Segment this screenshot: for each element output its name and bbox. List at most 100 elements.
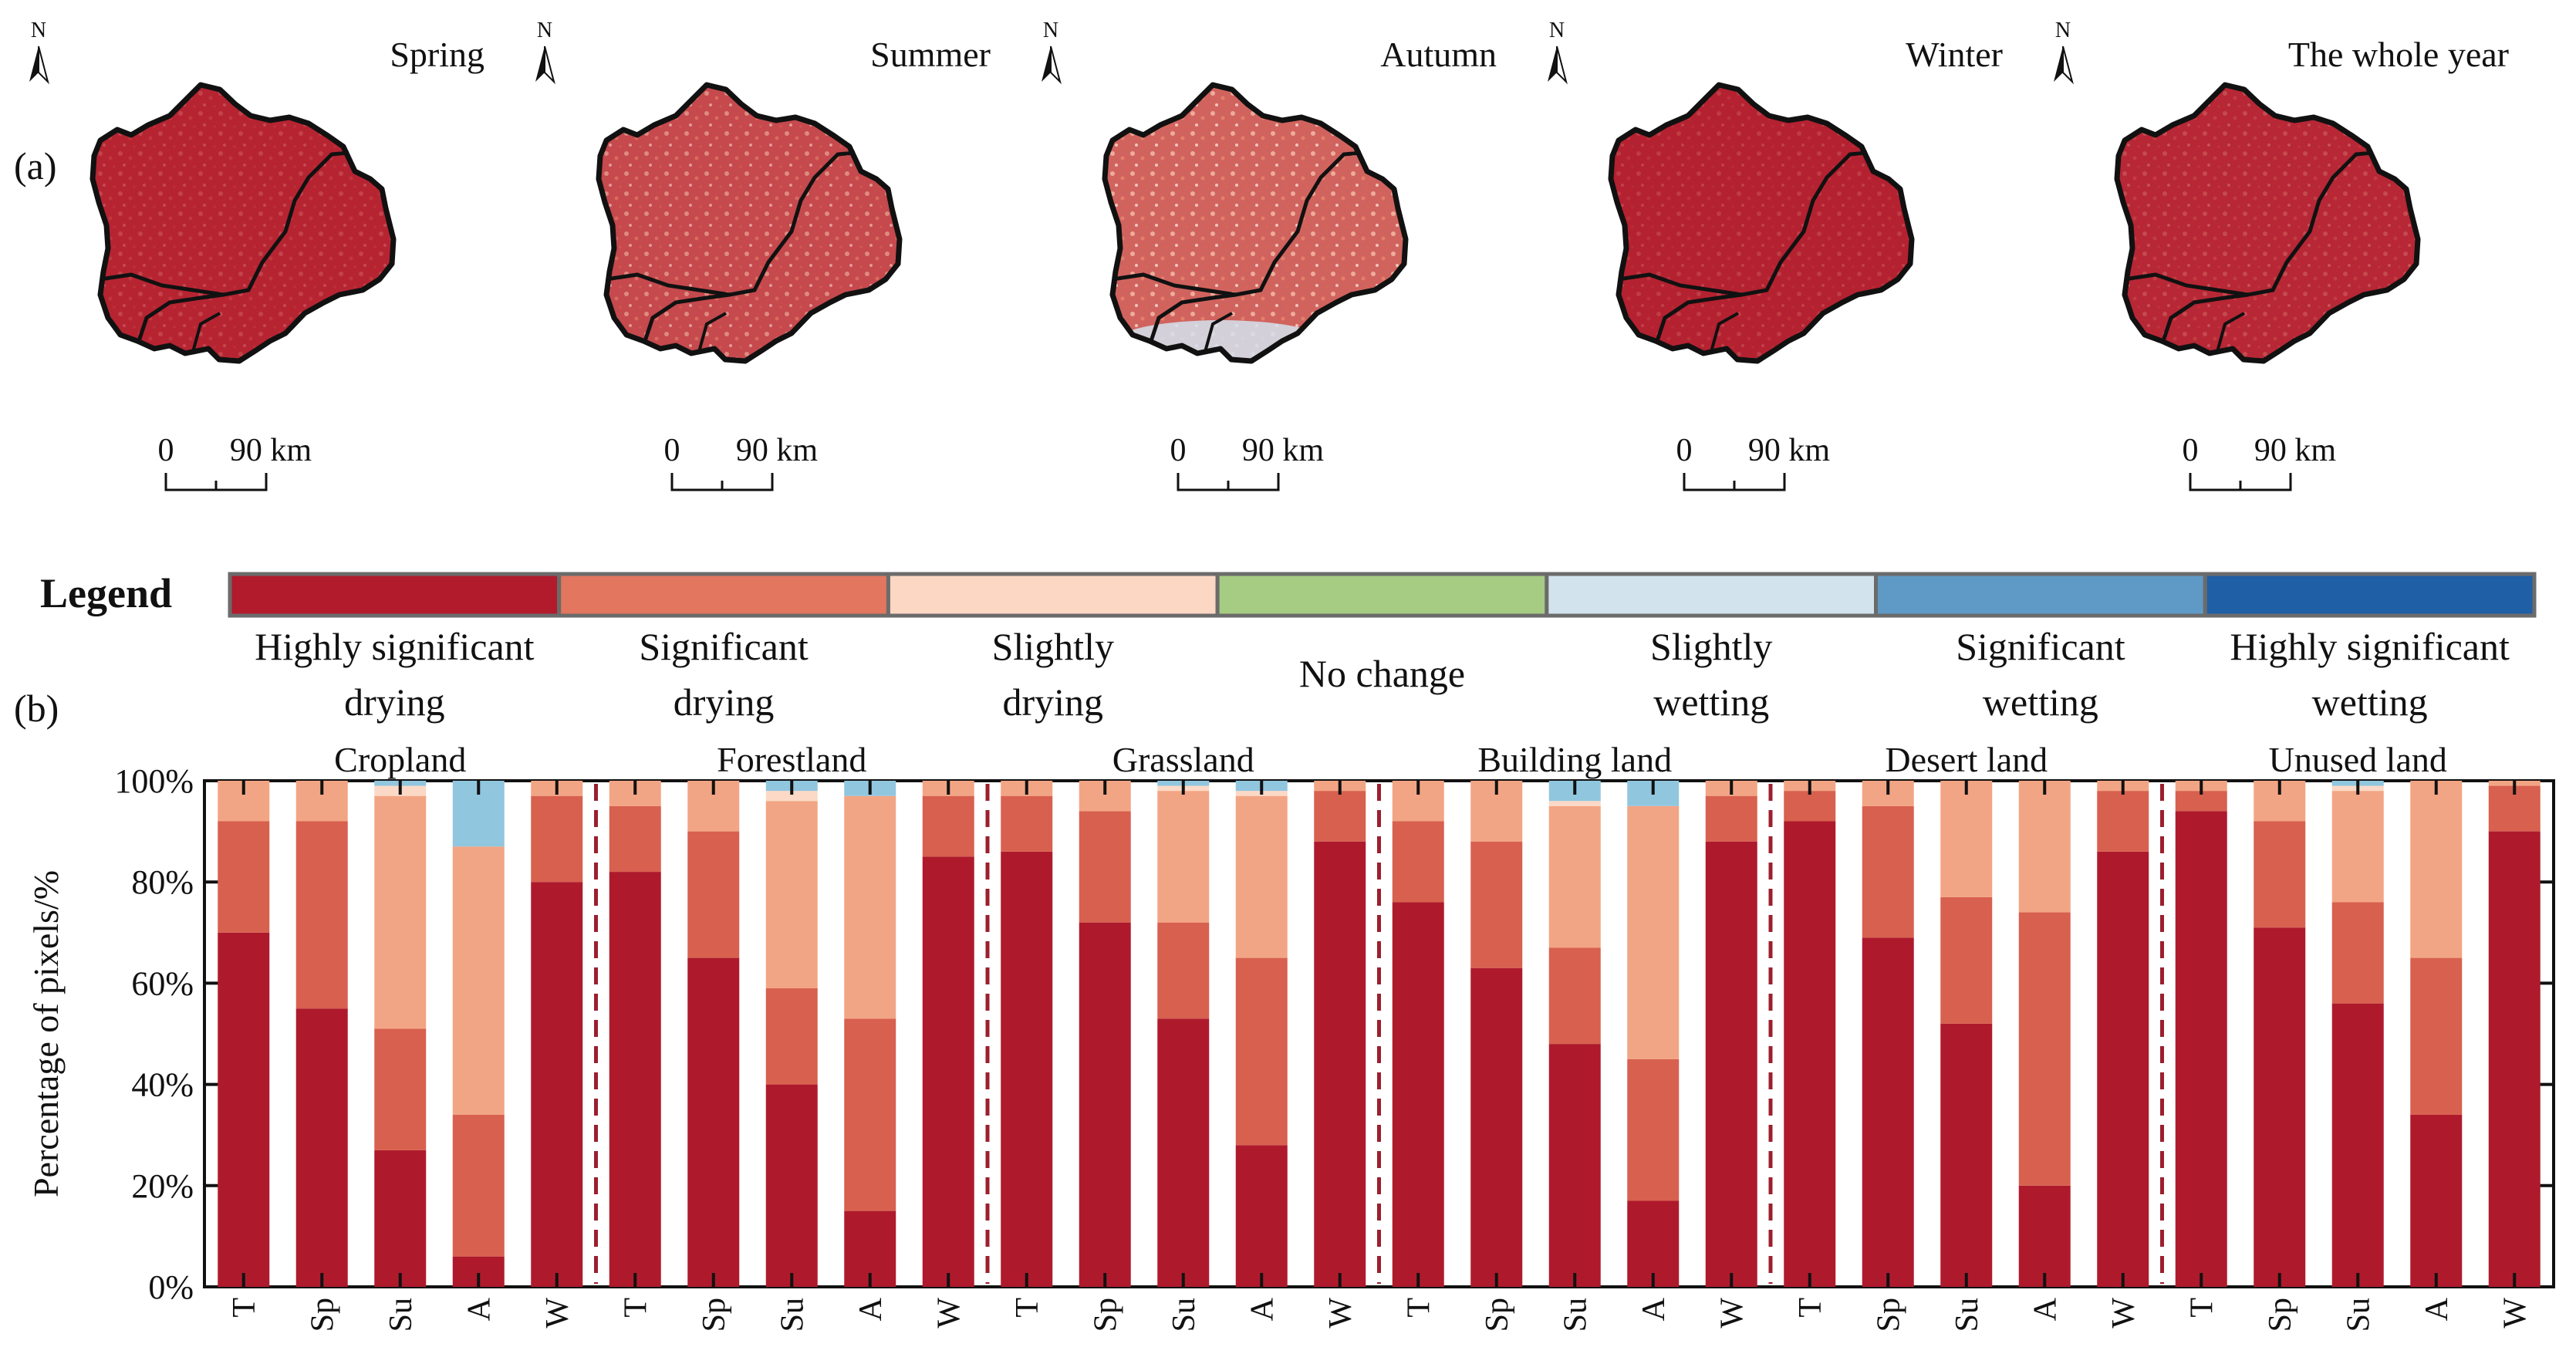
bar-segment <box>531 795 583 883</box>
bar-segment <box>844 795 896 1019</box>
bar-segment <box>295 821 348 1009</box>
north-label: N <box>1043 19 1058 42</box>
map-texture <box>599 85 900 361</box>
bar-segment <box>844 1018 896 1211</box>
legend-swatch <box>228 572 562 618</box>
bar-segment <box>2018 1185 2071 1287</box>
legend-label: drying <box>1003 680 1104 724</box>
bar-segment <box>2331 902 2384 1004</box>
legend-label: wetting <box>2312 680 2428 724</box>
stacked-bar-chart: (b) 0% 20% 40% 60% 80% 100% Percentage of pixel… <box>14 687 2555 1332</box>
north-arrow-icon: N <box>2054 19 2074 85</box>
group-label: Desert land <box>1885 740 2048 779</box>
bar-segment <box>2018 912 2071 1186</box>
group-label: Cropland <box>334 740 466 779</box>
legend-title: Legend <box>40 570 172 616</box>
map-boundary <box>1710 312 1739 353</box>
x-tick-label: Sp <box>1480 1298 1515 1332</box>
x-tick-label: Su <box>1166 1298 1202 1332</box>
legend: Legend Highly significant drying Significan… <box>40 570 2537 724</box>
bar-segment <box>765 801 818 988</box>
bar-segment <box>609 805 661 873</box>
bar-segment <box>531 882 583 1287</box>
plot-frame <box>203 779 2555 1288</box>
panel-b-label: (b) <box>14 687 59 730</box>
y-axis-label: Percentage of pixels/% <box>26 870 66 1197</box>
bar-segment <box>1784 791 1836 822</box>
bar-segment <box>374 1028 427 1150</box>
bar-segment <box>1314 841 1366 1287</box>
bar-segment <box>1157 922 1210 1019</box>
x-tick-label: Sp <box>305 1298 340 1332</box>
bar-segment <box>1705 841 1757 1287</box>
group-label: Unused land <box>2269 740 2447 779</box>
bar-segment <box>2097 791 2149 852</box>
scale-line <box>670 473 774 491</box>
scale-line <box>2189 473 2292 491</box>
bar-segment <box>218 821 270 933</box>
bar-segment <box>1001 795 1053 852</box>
scale-line <box>1683 473 1786 491</box>
x-tick-label: W <box>2497 1298 2533 1329</box>
scale-start: 0 <box>158 433 174 468</box>
scale-end: 90 km <box>230 433 312 468</box>
bar-segment <box>2331 791 2384 903</box>
bar-segment <box>2410 781 2463 958</box>
x-tick-label: W <box>2106 1298 2142 1329</box>
legend-label: Slightly <box>992 625 1114 668</box>
bar-segment <box>1235 1145 1288 1287</box>
scale-end: 90 km <box>736 433 819 468</box>
bar-segment <box>687 957 740 1287</box>
bar-segment <box>452 1114 505 1257</box>
map-body <box>77 69 401 378</box>
x-tick-label: W <box>1714 1298 1750 1329</box>
bar-segment <box>1235 795 1288 958</box>
north-arrow-left <box>29 46 39 82</box>
bar-segment <box>609 872 661 1287</box>
north-arrow-left <box>535 46 545 82</box>
bar-segment <box>2331 1003 2384 1287</box>
x-tick-label: T <box>1793 1298 1828 1318</box>
map-fill <box>2117 85 2418 361</box>
group-label: Building land <box>1477 740 1672 779</box>
x-tick-label: A <box>1244 1297 1280 1321</box>
x-tick-label: Su <box>2341 1298 2376 1332</box>
bar-segment <box>1940 896 1993 1024</box>
north-arrow-left <box>1042 46 1051 82</box>
y-tick-label: 20% <box>131 1167 194 1205</box>
map-boundary <box>1149 292 1237 342</box>
map-title: Summer <box>870 35 991 74</box>
map-texture <box>93 85 393 361</box>
scale-start: 0 <box>664 433 680 468</box>
legend-label: Slightly <box>1650 625 1772 668</box>
scale-bar: 0 90 km <box>1170 433 1324 491</box>
bar-segment <box>452 846 505 1115</box>
legend-swatch <box>557 572 890 618</box>
map-boundary <box>1618 150 1868 297</box>
bar-segment <box>1470 967 1523 1287</box>
map-fill <box>1611 85 1912 361</box>
map-texture <box>1611 85 1912 361</box>
legend-swatch <box>1545 572 1879 618</box>
bar-segment <box>1392 902 1444 1287</box>
bar-segment <box>2410 1114 2463 1287</box>
map-fill <box>1105 85 1406 361</box>
map-boundary <box>643 292 731 342</box>
bar-segment <box>2410 957 2463 1115</box>
bar-segment <box>2488 831 2541 1287</box>
map-wetting-patch <box>1112 320 1329 361</box>
north-arrow-right <box>1050 46 1062 85</box>
map-5: The whole year N 0 90 km <box>2054 19 2509 491</box>
x-tick-label: Sp <box>1871 1298 1906 1332</box>
bar-segment <box>1940 1023 1993 1287</box>
map-boundary <box>2161 292 2249 342</box>
group-label: Grassland <box>1112 740 1254 779</box>
bar-segment <box>1001 851 1053 1287</box>
bar-segment <box>922 856 974 1287</box>
map-boundary <box>1204 312 1233 353</box>
bar-segment <box>1548 805 1601 948</box>
bar-segment <box>2097 851 2149 1287</box>
x-tick-label: Su <box>1950 1298 1985 1332</box>
legend-label: No change <box>1299 652 1465 695</box>
